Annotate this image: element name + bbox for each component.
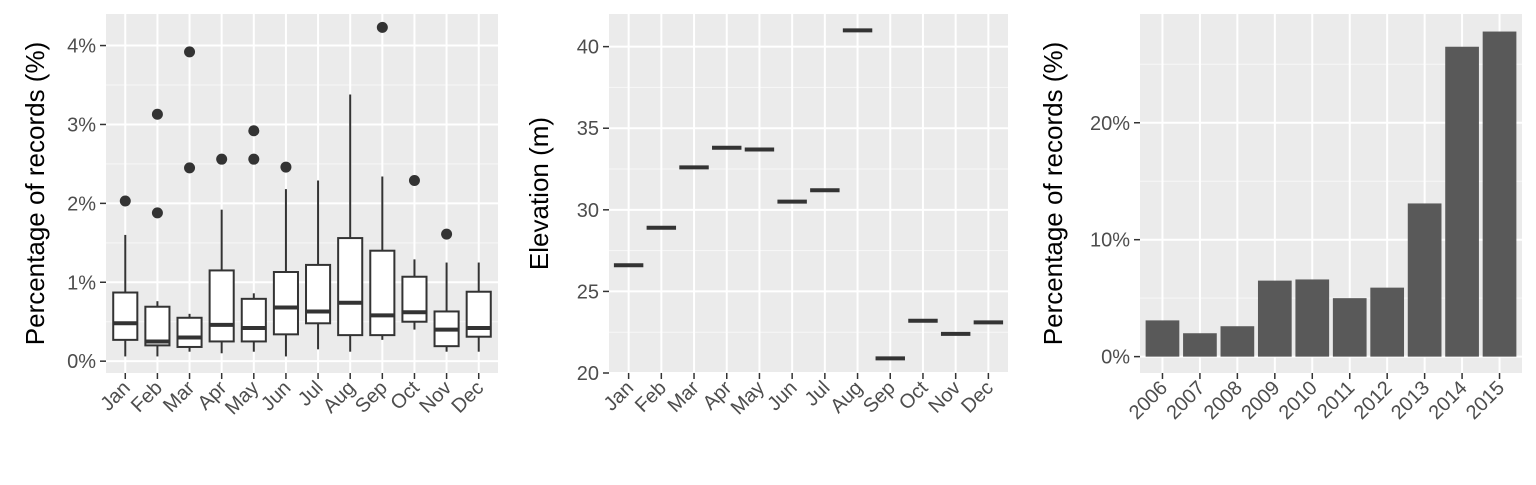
x-tick-label: Feb: [631, 377, 671, 417]
x-tick-label: 2013: [1387, 377, 1434, 424]
y-tick-label: 3%: [67, 114, 96, 136]
x-tick-label: 2010: [1275, 377, 1322, 424]
x-tick-label: Oct: [895, 377, 933, 415]
y-axis-title: Percentage of records (%): [20, 42, 50, 345]
y-axis-title: Percentage of records (%): [1038, 42, 1068, 345]
bar: [1257, 280, 1292, 357]
outlier-point: [151, 207, 163, 219]
bar: [1407, 203, 1442, 357]
outlier-point: [248, 125, 260, 137]
outlier-point: [408, 174, 420, 186]
outlier-point: [216, 153, 228, 165]
outlier-point: [280, 161, 292, 173]
x-tick-label: 2009: [1237, 377, 1284, 424]
x-tick-label: Jun: [763, 377, 801, 415]
plot-background: [106, 14, 498, 373]
x-tick-label: 2007: [1162, 377, 1209, 424]
x-tick-label: Dec: [448, 377, 489, 418]
y-tick-label: 0%: [1101, 347, 1130, 369]
box-iqr: [208, 269, 235, 343]
bar: [1145, 320, 1180, 357]
y-tick-label: 30: [577, 200, 599, 222]
x-tick-label: Nov: [415, 377, 456, 418]
outlier-point: [248, 153, 260, 165]
x-tick-label: Aug: [826, 377, 867, 418]
outlier-point: [184, 46, 196, 58]
x-tick-label: Dec: [957, 377, 998, 418]
y-tick-label: 25: [577, 281, 599, 303]
x-tick-label: Nov: [924, 377, 965, 418]
box-iqr: [369, 249, 396, 337]
x-tick-label: Jan: [600, 377, 638, 415]
x-tick-label: 2012: [1350, 377, 1397, 424]
y-axis-title: Elevation (m): [524, 117, 554, 270]
box-iqr: [112, 291, 139, 341]
bar: [1482, 31, 1517, 357]
x-tick-label: May: [221, 377, 263, 419]
boxplot-monthly-records-panel: 0%1%2%3%4%JanFebMarAprMayJunJulAugSepOct…: [20, 14, 498, 419]
y-tick-label: 20%: [1090, 113, 1130, 135]
y-tick-label: 0%: [67, 351, 96, 373]
x-tick-label: 2008: [1200, 377, 1247, 424]
bar-yearly-records-panel: 0% 10% 20% 20062007200820092010201120122013…: [1038, 14, 1522, 424]
x-tick-label: Jan: [96, 377, 134, 415]
x-tick-label: 2015: [1462, 377, 1509, 424]
x-tick-label: Feb: [127, 377, 167, 417]
y-tick-label: 35: [577, 118, 599, 140]
outlier-point: [376, 21, 388, 33]
box-iqr: [240, 297, 267, 343]
box-iqr: [144, 305, 171, 347]
x-tick-label: 2011: [1313, 377, 1359, 423]
x-tick-label: May: [727, 377, 769, 419]
bar: [1332, 298, 1367, 357]
y-tick-label: 4%: [67, 36, 96, 58]
bar: [1445, 46, 1479, 357]
plot-background: [609, 14, 1008, 373]
outlier-point: [441, 228, 453, 240]
y-tick-label: 20: [577, 363, 599, 385]
x-tick-label: 2006: [1125, 377, 1172, 424]
bar: [1295, 279, 1330, 357]
y-tick-label: 10%: [1090, 230, 1130, 252]
outlier-point: [184, 162, 196, 174]
x-tick-label: Mar: [159, 377, 199, 417]
box-iqr: [176, 316, 203, 348]
box-iqr: [305, 263, 332, 325]
bar: [1183, 333, 1217, 357]
x-tick-label: Jun: [257, 377, 295, 415]
y-tick-label: 1%: [67, 272, 96, 294]
x-tick-label: Oct: [386, 377, 424, 415]
outlier-point: [119, 195, 131, 207]
x-tick-label: Mar: [664, 377, 704, 417]
x-tick-label: Aug: [319, 377, 360, 418]
x-tick-label: Sep: [859, 377, 900, 418]
box-iqr: [337, 237, 364, 337]
bar: [1220, 326, 1255, 357]
y-tick-label: 2%: [67, 193, 96, 215]
outlier-point: [151, 108, 163, 120]
x-tick-label: 2014: [1425, 377, 1472, 424]
y-tick-label: 40: [577, 37, 599, 59]
x-tick-label: Sep: [351, 377, 392, 418]
bar: [1370, 287, 1405, 357]
box-iqr: [401, 275, 428, 323]
box-iqr: [272, 271, 299, 336]
